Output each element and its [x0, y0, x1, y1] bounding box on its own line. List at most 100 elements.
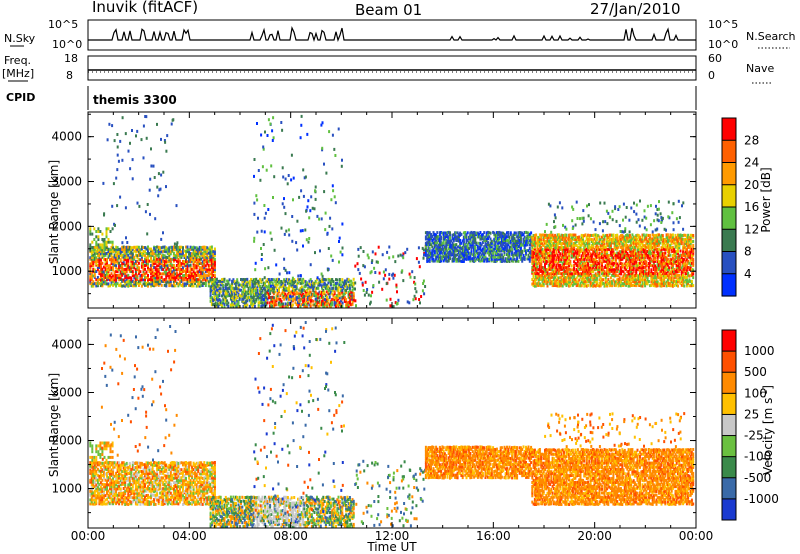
- power-cell: [261, 290, 264, 294]
- power-cell: [297, 303, 299, 307]
- power-cell: [604, 273, 607, 277]
- power-cell: [165, 278, 168, 282]
- power-cell: [623, 239, 626, 243]
- power-cell: [582, 240, 584, 243]
- power-cell: [466, 238, 469, 242]
- power-cell: [130, 279, 133, 283]
- power-cell: [483, 253, 486, 257]
- power-cell: [514, 253, 517, 257]
- power-cell: [569, 259, 572, 263]
- power-cell: [569, 278, 572, 282]
- power-cell: [302, 303, 305, 306]
- power-cell: [234, 281, 237, 285]
- power-cell: [536, 249, 539, 253]
- power-cell: [547, 256, 550, 259]
- nave-right-tick-bottom: 0: [708, 69, 715, 82]
- power-cell: [163, 254, 166, 258]
- power-cell: [516, 243, 519, 247]
- power-cell: [487, 237, 489, 241]
- power-cell: [531, 278, 534, 281]
- power-cell: [530, 237, 533, 241]
- power-cell: [469, 251, 472, 255]
- power-cell: [426, 231, 429, 234]
- power-cell: [598, 269, 601, 273]
- power-cell: [617, 256, 620, 260]
- power-cell: [525, 251, 527, 255]
- power-cell: [175, 273, 178, 277]
- power-cell: [274, 280, 277, 284]
- power-cell: [626, 275, 629, 279]
- power-cell: [518, 243, 521, 247]
- power-cell: [297, 301, 299, 305]
- power-cell: [224, 285, 227, 288]
- power-cell: [565, 272, 568, 276]
- power-cell: [546, 234, 549, 237]
- power-cell: [557, 276, 560, 280]
- power-cell: [561, 271, 564, 275]
- power-cell: [469, 243, 472, 247]
- power-cell: [338, 240, 340, 243]
- power-cell: [165, 263, 168, 267]
- power-cell: [595, 241, 598, 245]
- power-cell: [264, 281, 267, 285]
- power-cell: [503, 259, 506, 263]
- power-cell: [554, 279, 557, 283]
- power-cell: [551, 233, 554, 237]
- power-cell: [561, 241, 564, 245]
- power-cell: [538, 268, 541, 271]
- power-cell: [338, 303, 341, 307]
- power-cell: [489, 249, 492, 253]
- power-cell: [93, 268, 96, 272]
- power-cell: [601, 241, 603, 245]
- power-cell: [101, 232, 104, 236]
- power-cell: [466, 257, 469, 261]
- power-cell: [569, 244, 572, 248]
- power-cell: [212, 280, 215, 284]
- power-cell: [240, 288, 242, 292]
- power-cell: [99, 260, 102, 264]
- power-cell: [286, 287, 289, 291]
- power-cell: [204, 264, 207, 268]
- power-cell: [133, 255, 136, 259]
- power-cell: [303, 176, 306, 180]
- power-cell: [213, 290, 216, 294]
- power-cell: [262, 294, 265, 297]
- power-cell: [251, 301, 254, 305]
- power-cell: [557, 255, 560, 259]
- power-cell: [507, 259, 510, 263]
- power-cell: [587, 238, 590, 241]
- power-cell: [121, 261, 124, 265]
- power-cell: [575, 284, 578, 288]
- power-cell: [237, 281, 240, 285]
- power-cell: [248, 304, 251, 308]
- power-cell: [105, 243, 108, 247]
- power-cell: [584, 282, 587, 285]
- power-cell: [427, 237, 430, 241]
- power-cell: [337, 285, 340, 289]
- power-cell: [136, 268, 139, 272]
- power-cell: [483, 247, 486, 251]
- power-cell: [174, 245, 177, 249]
- power-cell: [633, 259, 636, 263]
- power-cell: [542, 279, 545, 283]
- power-cell: [584, 263, 587, 267]
- power-cell: [630, 282, 633, 286]
- power-cell: [283, 297, 286, 301]
- power-cell: [103, 248, 106, 252]
- power-cell: [576, 282, 579, 286]
- power-cell: [166, 274, 169, 277]
- power-cell: [256, 285, 259, 289]
- power-cell: [219, 279, 222, 283]
- power-cell: [168, 274, 171, 278]
- power-cell: [172, 273, 175, 277]
- power-cell: [584, 272, 587, 275]
- power-cell: [269, 301, 272, 305]
- power-cell: [134, 268, 137, 271]
- power-cell: [584, 233, 587, 237]
- power-cell: [342, 281, 345, 285]
- power-cell: [115, 282, 118, 286]
- power-cell: [603, 282, 606, 286]
- power-cell: [342, 286, 345, 290]
- power-cell: [480, 257, 483, 261]
- power-cell: [471, 239, 474, 243]
